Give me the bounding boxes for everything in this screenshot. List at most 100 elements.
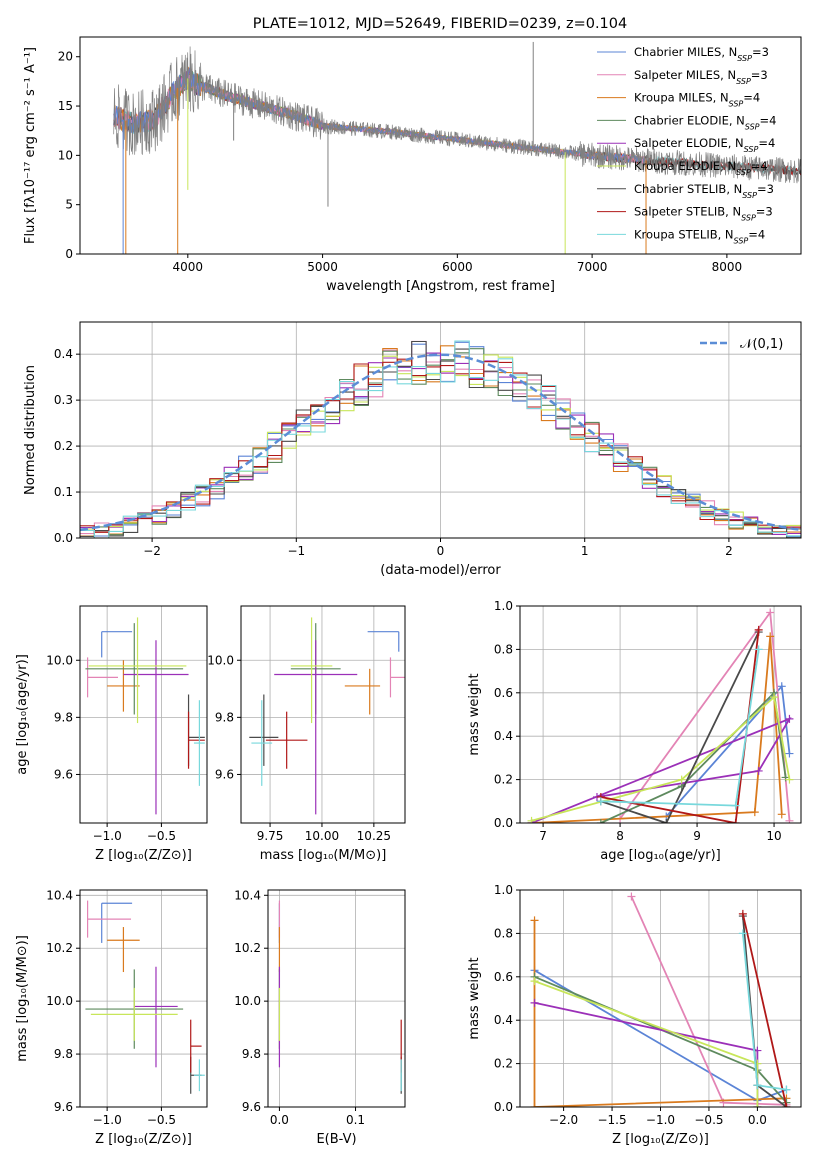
axes-frame <box>79 36 802 255</box>
chabrier-stelib-point <box>662 819 671 823</box>
plot-area <box>85 900 205 1094</box>
kroupa-miles-point <box>750 808 759 817</box>
kroupa-elodie-point <box>527 816 536 823</box>
x-tick-label: 10.00 <box>305 829 339 843</box>
axes: −1.0 −0.5 9.6 9.8 10.0 10.2 10.4 Z [log₁₀(Z/Z⊙)… <box>15 888 208 1147</box>
x-tick-label: −0.5 <box>694 1113 723 1127</box>
salpeter-elodie-point <box>530 998 539 1007</box>
legend-label-salpeter-miles: Salpeter MILES, NSSP=3 <box>634 68 768 86</box>
figure-title: PLATE=1012, MJD=52649, FIBERID=0239, z=0… <box>253 16 627 32</box>
axes-frame <box>240 605 406 824</box>
y-tick-label: 9.8 <box>54 1047 73 1061</box>
chabrier-stelib-errorbar <box>187 694 205 766</box>
kroupa-stelib-point <box>738 929 747 938</box>
kroupa-miles-errorbar <box>344 668 381 715</box>
x-tick-label: 7 <box>539 829 547 843</box>
axes: −2.0 −1.5 −1.0 −0.5 0.0 0.0 0.2 0.4 0.6 0.8 1.0 Z [… <box>467 883 802 1147</box>
salpeter-stelib-errorbar <box>265 711 308 769</box>
salpeter-stelib-histogram <box>80 358 801 533</box>
y-tick-label: 9.8 <box>215 710 234 724</box>
y-axis-label: age [log₁₀(age/yr)] <box>15 654 30 775</box>
salpeter-stelib-weight-line <box>742 913 788 1107</box>
y-tick-label: 15 <box>58 99 73 113</box>
kroupa-miles-point <box>777 810 786 819</box>
x-tick-label: 7000 <box>577 260 608 274</box>
y-tick-label: 10.4 <box>46 888 73 902</box>
kroupa-miles-weight-line <box>531 636 783 823</box>
plot-area <box>113 41 801 254</box>
y-tick-label: 0.8 <box>494 642 513 656</box>
axes: −1.0 −0.5 9.6 9.8 10.0 Z [log₁₀(Z/Z⊙)] age [lo… <box>15 605 208 863</box>
salpeter-stelib-weight-line <box>600 629 760 823</box>
y-tick-label: 0.2 <box>54 439 73 453</box>
salpeter-elodie-point <box>785 714 794 723</box>
axes: 9.75 10.00 10.25 9.6 9.8 10.0 mass [log₁₀(M/M⊙… <box>207 605 406 863</box>
x-tick-label: 9 <box>693 829 701 843</box>
x-axis-label: E(B-V) <box>316 1132 356 1147</box>
kroupa-stelib-errorbar <box>251 700 273 786</box>
y-tick-label: 10.0 <box>207 653 234 667</box>
x-tick-label: −1.0 <box>93 829 122 843</box>
grid-lines <box>80 606 207 823</box>
x-axis-label: wavelength [Angstrom, rest frame] <box>326 279 555 294</box>
x-tick-label: 9.75 <box>257 829 284 843</box>
chabrier-elodie-errorbar <box>85 623 184 715</box>
kroupa-miles-errorbar <box>107 927 140 973</box>
kroupa-elodie-point <box>530 977 539 986</box>
plot-area <box>530 892 791 1107</box>
grid-lines <box>520 605 801 824</box>
x-tick-label: −2 <box>143 544 161 558</box>
chabrier-miles-model-line <box>113 66 647 164</box>
x-tick-label: −1.5 <box>597 1113 626 1127</box>
x-tick-label: −2.0 <box>549 1113 578 1127</box>
y-axis-label: mass weight <box>467 957 482 1039</box>
legend-label-kroupa-miles: Kroupa MILES, NSSP=4 <box>634 91 760 109</box>
age-mass-weight-panel: 7 8 9 10 0.0 0.2 0.4 0.6 0.8 1.0 age [log₁₀(age/yr… <box>467 599 802 863</box>
x-tick-label: 0 <box>437 544 445 558</box>
x-tick-label: 10 <box>766 829 781 843</box>
y-tick-label: 9.6 <box>54 1100 73 1114</box>
salpeter-miles-point <box>785 816 794 823</box>
legend-label-chabrier-stelib: Chabrier STELIB, NSSP=3 <box>634 182 774 200</box>
plot-area <box>249 617 405 815</box>
y-tick-label: 0.0 <box>494 816 513 830</box>
legend-label-chabrier-miles: Chabrier MILES, NSSP=3 <box>634 45 769 63</box>
salpeter-elodie-errorbar <box>274 640 358 815</box>
axes-frame <box>79 605 208 824</box>
kroupa-stelib-histogram <box>80 340 801 538</box>
z-vs-mass-panel: −1.0 −0.5 9.6 9.8 10.0 10.2 10.4 Z [log₁₀(Z/Z⊙)… <box>15 888 208 1147</box>
x-tick-label: 8000 <box>712 260 743 274</box>
y-axis-label: Flux [fλ10⁻¹⁷ erg cm⁻² s⁻¹ A⁻¹] <box>23 47 38 244</box>
salpeter-stelib-point <box>738 909 747 918</box>
z-mass-weight-panel: −2.0 −1.5 −1.0 −0.5 0.0 0.0 0.2 0.4 0.6 0.8 1.0 Z [… <box>467 883 802 1147</box>
chabrier-elodie-point <box>596 819 605 823</box>
axes: −2 −1 0 1 2 0.0 0.1 0.2 0.3 0.4 (data-model)/error… <box>23 321 802 578</box>
x-tick-label: 2 <box>725 544 733 558</box>
plot-area <box>85 617 205 815</box>
x-tick-label: −1 <box>287 544 305 558</box>
ebv-vs-mass-panel: 0.0 0.1 9.6 9.8 10.0 10.2 10.4 E(B-V) <box>234 888 406 1147</box>
chabrier-miles-errorbar <box>101 631 133 658</box>
x-tick-label: 6000 <box>442 260 473 274</box>
axes-frame <box>267 889 406 1108</box>
salpeter-stelib-point <box>731 819 740 823</box>
salpeter-elodie-errorbar <box>134 966 178 1068</box>
x-axis-label: age [log₁₀(age/yr)] <box>600 848 721 863</box>
y-tick-label: 10.0 <box>46 994 73 1008</box>
spectrum-panel: 4000 5000 6000 7000 8000 0 5 10 15 20 wavelength [… <box>23 36 802 294</box>
legend-label-kroupa-stelib: Kroupa STELIB, NSSP=4 <box>634 227 765 245</box>
kroupa-elodie-errorbar <box>90 987 178 1041</box>
y-tick-label: 10.0 <box>46 653 73 667</box>
plot-area <box>80 340 801 538</box>
kroupa-stelib-point <box>754 645 763 654</box>
x-tick-label: 8 <box>616 829 624 843</box>
salpeter-miles-point <box>627 892 636 901</box>
mass-vs-age-panel: 9.75 10.00 10.25 9.6 9.8 10.0 mass [log₁₀(M/M⊙… <box>207 605 406 863</box>
x-tick-label: −0.5 <box>147 829 176 843</box>
salpeter-miles-point <box>766 608 775 617</box>
y-tick-label: 10.4 <box>234 888 261 902</box>
y-tick-label: 20 <box>58 50 73 64</box>
kroupa-elodie-errorbar <box>88 617 187 724</box>
legend-label-normal: 𝒩(0,1) <box>740 337 783 352</box>
